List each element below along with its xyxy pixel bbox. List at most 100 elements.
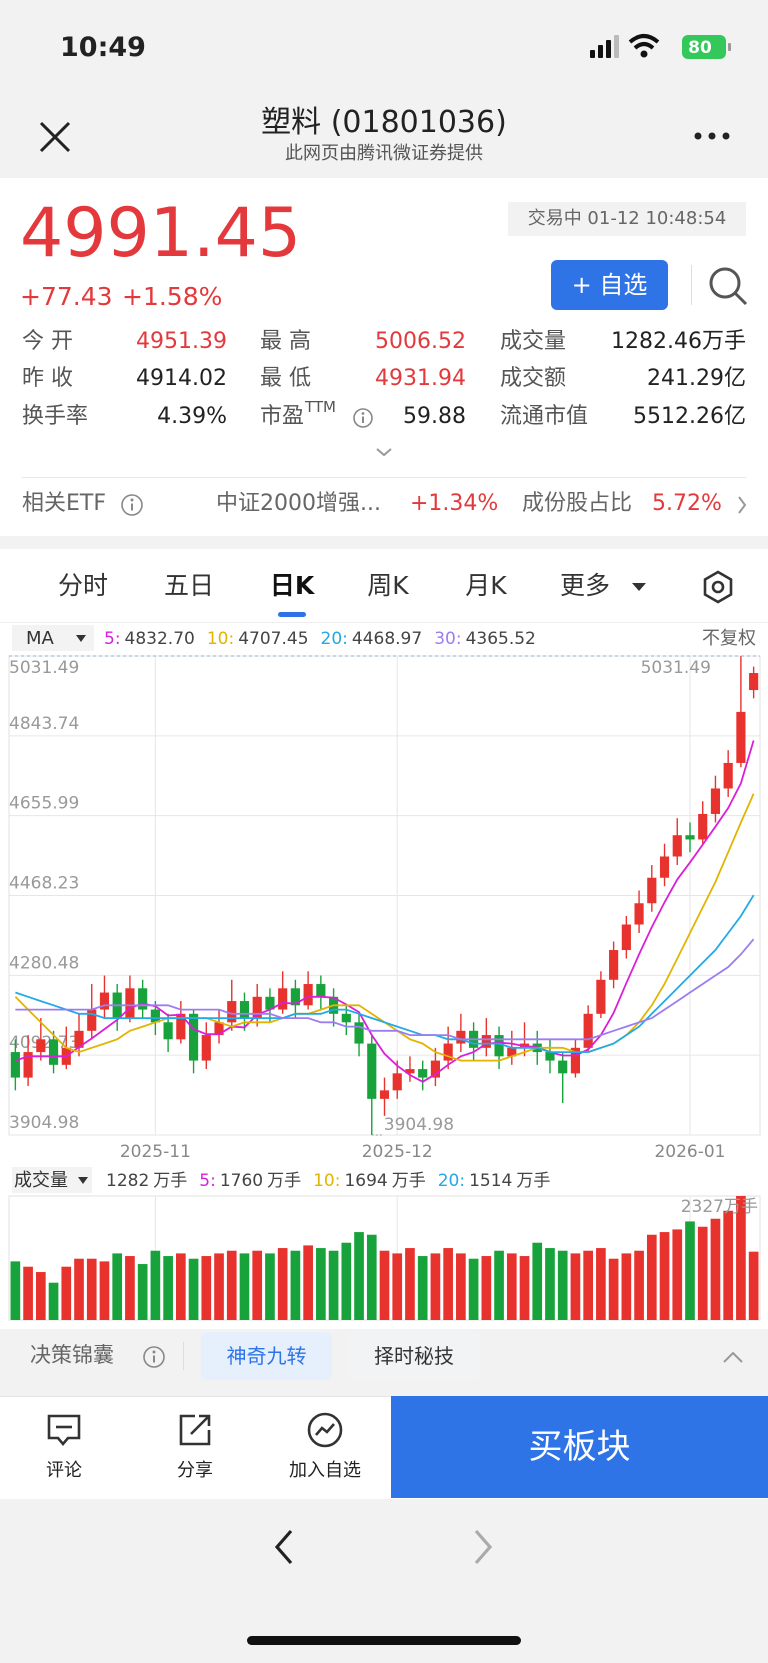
volume-bar <box>557 1250 568 1320</box>
decision-tab[interactable]: 择时秘技 <box>349 1332 479 1380</box>
watch-icon[interactable] <box>306 1411 344 1449</box>
volume-bar <box>723 1210 734 1320</box>
back-button[interactable] <box>272 1528 296 1566</box>
candle-body <box>214 1022 224 1036</box>
candle-body <box>354 1022 364 1044</box>
volume-bar <box>468 1258 479 1320</box>
stat-value: 5512.26亿 <box>633 404 746 429</box>
settings-button[interactable] <box>702 570 734 604</box>
toolbar-label[interactable]: 加入自选 <box>289 1460 361 1481</box>
toolbar-label[interactable]: 评论 <box>46 1460 82 1481</box>
stat-value: 4.39% <box>157 404 227 429</box>
candle-body <box>736 711 746 763</box>
candle-body <box>201 1035 211 1061</box>
candle-body <box>418 1069 428 1078</box>
volume-bar <box>23 1266 33 1320</box>
volume-bar <box>316 1248 326 1320</box>
volume-bar <box>417 1256 428 1320</box>
volume-bar <box>659 1232 670 1320</box>
info-icon[interactable] <box>352 407 374 429</box>
legend-name: 5: <box>104 629 121 649</box>
tab[interactable]: 更多 <box>559 571 611 600</box>
volume-bar <box>10 1261 21 1320</box>
search-button[interactable] <box>706 264 750 308</box>
buy-button[interactable]: 买板块 <box>391 1396 768 1498</box>
stat-value: 59.88 <box>403 404 466 429</box>
stat-label: 成交额 <box>500 366 567 391</box>
legend-name: 20: <box>438 1171 465 1191</box>
y-tick-label: 4655.99 <box>9 794 79 814</box>
volume-bar <box>48 1282 59 1320</box>
volume-bar <box>354 1232 364 1320</box>
candle-body <box>188 1013 199 1061</box>
volume-bar <box>99 1261 110 1320</box>
tab[interactable]: 月K <box>465 571 507 600</box>
adjust-mode[interactable]: 不复权 <box>702 628 756 649</box>
y-tick-label: 3904.98 <box>9 1113 79 1133</box>
volume-bar <box>366 1234 377 1320</box>
legend-value: 4832.70 <box>125 629 195 649</box>
etf-name[interactable]: 中证2000增强... <box>216 491 381 516</box>
candle-body <box>570 1047 581 1074</box>
tab[interactable]: 分时 <box>57 571 109 600</box>
divider <box>0 622 768 623</box>
low-label: 3904.98 <box>384 1115 454 1135</box>
tab[interactable]: 周K <box>367 571 409 600</box>
quote-panel <box>0 178 768 536</box>
etf-arrow[interactable] <box>736 494 748 516</box>
volume-bar <box>61 1266 72 1320</box>
candle-body <box>341 1013 351 1023</box>
volume-bar <box>112 1253 123 1320</box>
etf-change: +1.34% <box>410 491 499 516</box>
candle-body <box>596 979 606 1014</box>
volume-selector[interactable] <box>12 1167 92 1193</box>
candle-body <box>23 1052 33 1078</box>
stat-label-sup: TTM <box>305 398 337 416</box>
volume-bar <box>608 1258 619 1320</box>
volume-bar <box>252 1250 263 1320</box>
divider <box>691 265 692 305</box>
candle-body <box>10 1052 20 1078</box>
legend-value: 4468.97 <box>352 629 422 649</box>
y-tick-label: 4468.23 <box>9 874 79 894</box>
volume-bar <box>176 1253 186 1320</box>
volume-bar <box>583 1250 593 1320</box>
candle-body <box>265 996 275 1010</box>
collapse-button[interactable] <box>722 1350 744 1364</box>
stat-value: 5006.52 <box>375 329 466 354</box>
candle-body <box>163 1022 173 1040</box>
volume-bar <box>736 1196 746 1320</box>
close-button[interactable] <box>38 120 72 154</box>
volume-bar <box>392 1253 403 1320</box>
info-icon[interactable] <box>120 493 144 517</box>
volume-bar <box>748 1251 759 1320</box>
tab[interactable]: 五日 <box>163 571 215 600</box>
candle-body <box>392 1073 402 1091</box>
decision-tab-active[interactable]: 神奇九转 <box>201 1332 332 1380</box>
candle-body <box>621 924 631 951</box>
toolbar-label[interactable]: 分享 <box>177 1460 213 1481</box>
share-icon[interactable] <box>177 1412 213 1448</box>
etf-weight-label: 成份股占比 <box>522 491 633 516</box>
stat-label: 最 低 <box>260 366 311 391</box>
tab-active[interactable]: 日K <box>269 571 315 600</box>
stat-label: 成交量 <box>500 329 567 354</box>
candle-body <box>150 1009 160 1023</box>
info-icon[interactable] <box>142 1345 166 1369</box>
forward-button[interactable] <box>471 1528 495 1566</box>
comment-icon[interactable] <box>46 1412 82 1448</box>
volume-bar <box>86 1258 97 1320</box>
ma-selector-label: MA <box>26 628 55 649</box>
add-watchlist-button[interactable]: + 自选 <box>551 260 668 310</box>
volume-bar <box>137 1264 148 1320</box>
volume-bar <box>303 1245 313 1320</box>
legend-value: 4365.52 <box>466 629 536 649</box>
expand-chevron[interactable] <box>374 446 394 458</box>
stat-label: 最 高 <box>260 329 311 354</box>
candle-body <box>545 1052 555 1061</box>
candle-body <box>176 1013 186 1040</box>
more-button[interactable] <box>692 130 732 142</box>
volume-bar <box>35 1272 46 1320</box>
kline-chart: MA 不复权 成交量 3904.984092.734280.484468.234… <box>8 625 761 1321</box>
volume-unit: 万手 <box>392 1171 426 1191</box>
